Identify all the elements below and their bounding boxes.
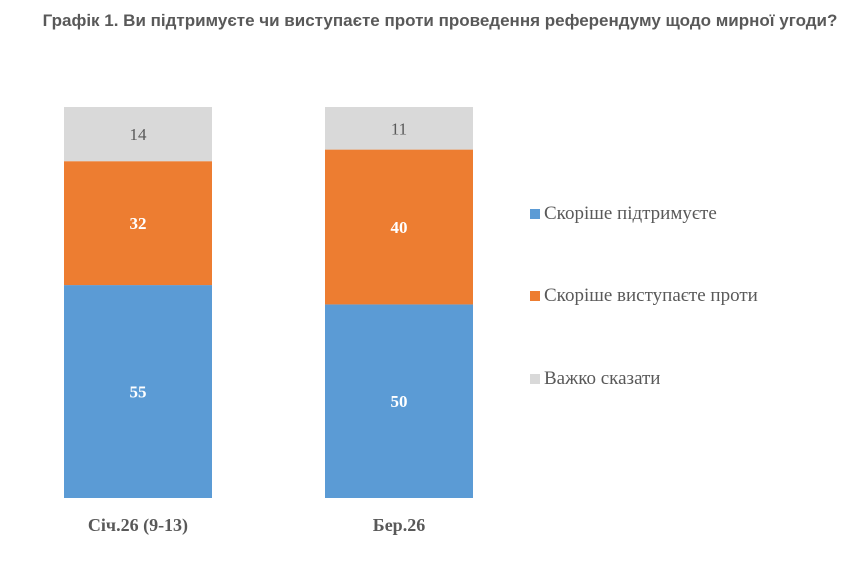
category-label: Січ.26 (9-13)	[88, 515, 188, 536]
bar-segment	[64, 285, 212, 498]
data-label: 40	[391, 218, 408, 237]
chart-title: Графік 1. Ви підтримуєте чи виступаєте п…	[42, 11, 838, 30]
bar-segment	[325, 107, 473, 150]
legend-swatch	[530, 209, 540, 219]
data-label: 50	[391, 392, 408, 411]
legend-swatch	[530, 291, 540, 301]
bar-segment	[325, 149, 473, 305]
bar-segment	[64, 161, 212, 286]
data-label: 32	[130, 214, 147, 233]
data-label: 55	[130, 383, 147, 402]
bar-segment	[64, 107, 212, 162]
data-label: 11	[391, 119, 407, 138]
data-label: 14	[130, 125, 148, 144]
bar-segment	[325, 304, 473, 498]
legend-label: Важко сказати	[544, 368, 660, 389]
legend-swatch	[530, 374, 540, 384]
legend-label: Скоріше підтримуєте	[544, 203, 717, 224]
legend-label: Скоріше виступаєте проти	[544, 285, 758, 306]
category-label: Бер.26	[373, 515, 425, 535]
